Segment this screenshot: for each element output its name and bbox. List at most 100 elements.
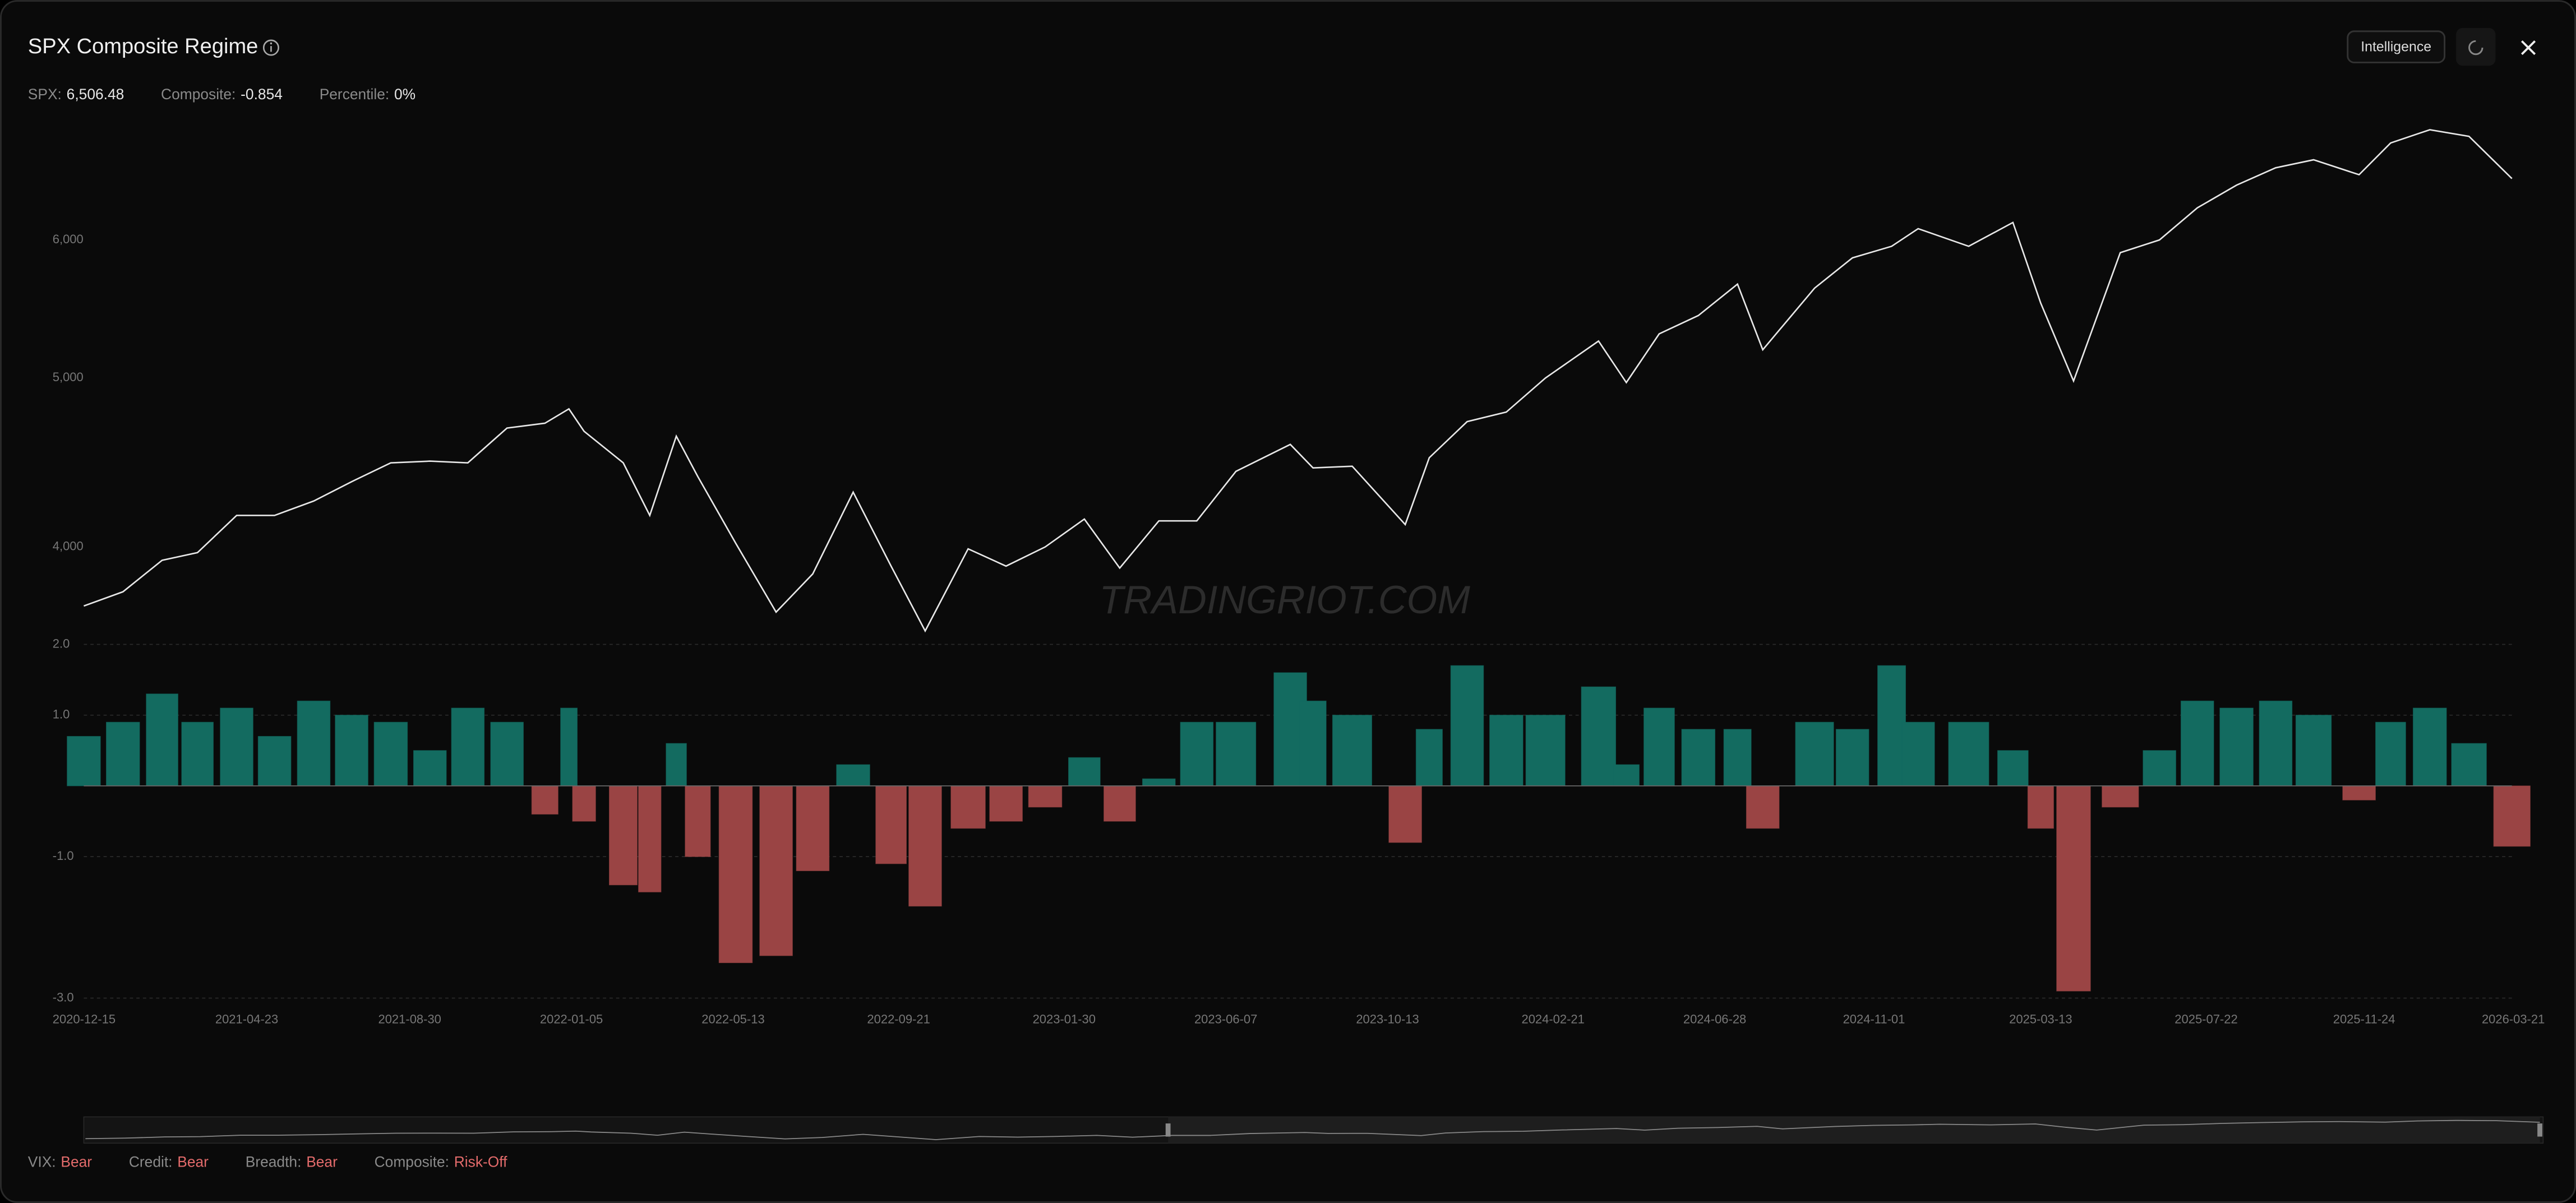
composite-bar <box>1332 715 1372 786</box>
watermark: TRADINGRIOT.COM <box>1099 577 1470 622</box>
composite-bar <box>560 707 578 786</box>
composite-bar <box>1835 729 1869 786</box>
composite-bar <box>1216 721 1257 786</box>
composite-bar <box>2493 785 2531 847</box>
composite-bar <box>67 735 101 786</box>
composite-bar <box>1028 785 1063 808</box>
x-tick-label: 2025-11-24 <box>2333 1012 2395 1026</box>
composite-bar <box>490 721 524 786</box>
x-tick-label: 2020-12-15 <box>53 1012 116 1026</box>
x-tick-label: 2022-09-21 <box>867 1012 930 1026</box>
composite-bar <box>836 764 870 786</box>
info-icon[interactable] <box>262 39 279 56</box>
x-tick-label: 2024-06-28 <box>1683 1012 1746 1026</box>
composite-bar <box>373 721 408 786</box>
footer-value: Risk-Off <box>454 1153 507 1170</box>
composite-bar <box>2143 750 2176 786</box>
composite-bar <box>1723 729 1752 786</box>
x-tick-label: 2024-11-01 <box>1843 1012 1905 1026</box>
x-tick-label: 2025-07-22 <box>2175 1012 2237 1026</box>
composite-bar <box>2027 785 2054 829</box>
footer-label: Breadth: <box>246 1153 302 1170</box>
composite-bar <box>875 785 907 864</box>
x-tick-label: 2025-03-13 <box>2009 1012 2072 1026</box>
composite-bar <box>1997 750 2029 786</box>
footer-label: Credit: <box>129 1153 173 1170</box>
refresh-button[interactable] <box>2456 27 2496 66</box>
composite-bar <box>638 785 662 892</box>
composite-bar <box>1180 721 1214 786</box>
composite-bar <box>220 707 253 786</box>
composite-bar <box>2102 785 2139 808</box>
composite-bar <box>105 721 140 786</box>
composite-bar <box>1299 700 1327 786</box>
y-tick-label: -3.0 <box>53 990 74 1004</box>
footer: VIX: Bear Credit: Bear Breadth: Bear Compos… <box>28 1146 507 1176</box>
composite-bar <box>1142 778 1176 786</box>
x-tick-label: 2023-01-30 <box>1033 1012 1096 1026</box>
y-tick-label: 2.0 <box>53 636 70 650</box>
composite-bar <box>908 785 942 907</box>
composite-bar <box>335 715 368 786</box>
composite-bar <box>1613 764 1640 786</box>
stat-label: SPX: <box>28 86 62 103</box>
stat-label: Composite: <box>161 86 236 103</box>
stat-value: 6,506.48 <box>67 86 124 103</box>
stats: SPX: 6,506.48 Composite: -0.854 Percentile… <box>28 78 416 108</box>
x-tick-label: 2023-06-07 <box>1194 1012 1257 1026</box>
stat-value: 0% <box>394 86 416 103</box>
y-tick-label: 4,000 <box>53 539 84 553</box>
composite-bar <box>759 785 793 956</box>
close-button[interactable] <box>2520 40 2536 55</box>
composite-bar <box>572 785 596 822</box>
composite-bar <box>413 750 447 786</box>
composite-bar <box>181 721 214 786</box>
x-tick-label: 2021-04-23 <box>215 1012 278 1026</box>
navigator[interactable] <box>83 1116 2544 1144</box>
composite-bar <box>1104 785 1136 822</box>
composite-bar <box>2451 743 2487 786</box>
composite-bar <box>1068 757 1101 786</box>
composite-bar <box>451 707 485 786</box>
y-tick-label: -1.0 <box>53 849 74 863</box>
title: SPX Composite Regime <box>28 35 258 58</box>
x-tick-label: 2021-08-30 <box>378 1012 441 1026</box>
x-tick-label: 2024-02-21 <box>1521 1012 1584 1026</box>
y-tick-label: 6,000 <box>53 232 84 246</box>
composite-bar <box>950 785 986 829</box>
composite-bar <box>1415 729 1443 786</box>
composite-bar <box>1901 721 1935 786</box>
price-line <box>83 129 2513 633</box>
composite-bar <box>989 785 1023 822</box>
composite-bar <box>796 785 830 871</box>
composite-bar <box>257 735 292 786</box>
composite-bar <box>1581 686 1617 786</box>
intelligence-button[interactable]: Intelligence <box>2347 30 2446 63</box>
composite-bar <box>685 785 711 857</box>
footer-value: Bear <box>306 1153 338 1170</box>
composite-bar <box>2413 707 2447 786</box>
footer-value: Bear <box>61 1153 92 1170</box>
footer-label: Composite: <box>375 1153 449 1170</box>
composite-bar <box>2180 700 2214 786</box>
composite-bar <box>1795 721 1834 786</box>
y-tick-label: 5,000 <box>53 370 84 384</box>
composite-bar <box>666 743 687 786</box>
composite-bar <box>146 693 178 786</box>
x-tick-label: 2026-03-21 <box>2482 1012 2545 1026</box>
footer-label: VIX: <box>28 1153 56 1170</box>
composite-bar <box>2219 707 2254 786</box>
composite-bar <box>1746 785 1780 829</box>
x-tick-label: 2022-01-05 <box>540 1012 603 1026</box>
composite-bar <box>1644 707 1675 786</box>
composite-bar <box>2056 785 2091 992</box>
stat-value: -0.854 <box>241 86 283 103</box>
stat-label: Percentile: <box>320 86 390 103</box>
y-tick-label: 1.0 <box>53 707 70 721</box>
composite-bar <box>2342 785 2376 801</box>
x-tick-label: 2023-10-13 <box>1356 1012 1419 1026</box>
composite-bar <box>2295 715 2332 786</box>
